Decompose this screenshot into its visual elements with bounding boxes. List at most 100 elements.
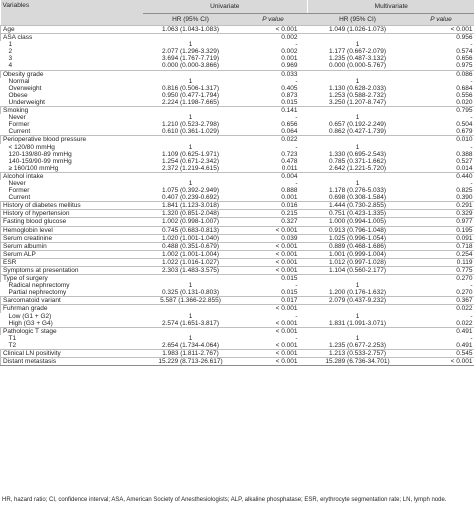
header-univariate-hr: HR (95% CI)	[142, 13, 239, 26]
univariate-p-cell: 0.478	[281, 157, 298, 165]
table-row: Clinical LN positivity 1.983 (1.811-2.767…	[0, 349, 474, 358]
univariate-p-cell: < 0.001	[238, 225, 308, 235]
univariate-p-cell: -	[295, 312, 298, 320]
univariate-p-cell: 0.327	[238, 217, 308, 227]
table-row: Distant metastasis 15.229 (8.713-26.617) <…	[0, 357, 474, 367]
variable-cell: Partial nephrectomy	[8, 289, 67, 297]
univariate-hr-cell: 1.075 (0.392-2.949)	[161, 187, 220, 195]
multivariate-p-cell: 0.679	[456, 128, 473, 136]
table-row: ASA class 0.002 0.956	[0, 33, 474, 42]
variable-cell: 1	[8, 41, 13, 49]
multivariate-hr-cell: 1.178 (0.276-5.033)	[328, 187, 387, 195]
univariate-hr-cell	[142, 274, 239, 283]
multivariate-hr-cell: 1.104 (0.560-2.177)	[307, 265, 408, 275]
univariate-p-cell: < 0.001	[275, 341, 298, 349]
univariate-p-cell: 0.064	[281, 128, 298, 136]
univariate-p-cell: < 0.001	[238, 304, 308, 313]
univariate-hr-cell	[142, 69, 239, 78]
variable-cell: Serum ALP	[0, 249, 143, 259]
variable-cell: Never	[8, 179, 26, 187]
multivariate-hr-cell	[307, 69, 408, 78]
multivariate-hr-cell: 1	[355, 41, 360, 49]
table-row: Serum albumin 0.488 (0.351-0.679) < 0.001 0…	[0, 241, 474, 251]
variable-cell: Hemoglobin level	[0, 225, 143, 235]
multivariate-p-cell: 0.656	[456, 55, 473, 63]
univariate-p-cell: < 0.001	[238, 349, 308, 358]
univariate-hr-cell: 5.587 (1.366-22.855)	[142, 296, 239, 305]
table-row: 3 3.694 (1.767-7.719) 0.001 1.235 (0.487-3.…	[1, 55, 474, 62]
multivariate-p-cell: 0.491	[407, 326, 474, 335]
univariate-p-cell: 0.656	[281, 121, 298, 129]
variable-cell: Never	[8, 114, 26, 122]
table-row: Fuhrman grade < 0.001 0.022	[0, 304, 474, 313]
variable-cell: Current	[8, 194, 31, 202]
variable-cell: Sarcomatoid variant	[0, 296, 143, 305]
multivariate-hr-cell: 0.889 (0.468-1.686)	[307, 241, 408, 251]
table-row: Current 0.610 (0.361-1.029) 0.064 0.862 (0.…	[1, 128, 474, 136]
univariate-p-cell: < 0.001	[238, 24, 308, 34]
table-row: History of hypertension 1.320 (0.851-2.04…	[0, 209, 474, 218]
multivariate-p-cell: 0.014	[456, 164, 473, 172]
multivariate-hr-cell: 1.235 (0.677-2.253)	[328, 341, 387, 349]
univariate-hr-cell	[142, 135, 239, 144]
variable-cell: Overweight	[8, 84, 42, 92]
multivariate-hr-cell: 0.785 (0.371-1.662)	[328, 157, 387, 165]
univariate-p-cell: 0.873	[281, 91, 298, 99]
univariate-hr-cell: 1.841 (1.123-3.018)	[142, 201, 239, 210]
multivariate-p-cell: 0.022	[407, 304, 474, 313]
univariate-p-cell: 0.017	[238, 296, 308, 305]
variable-cell: History of hypertension	[0, 209, 143, 218]
univariate-p-cell: 0.723	[281, 150, 298, 158]
univariate-p-cell: -	[295, 179, 298, 187]
univariate-hr-cell: 0.745 (0.683-0.813)	[142, 225, 239, 235]
variable-cell: Alcohol intake	[0, 171, 143, 180]
table-row: Serum ALP 1.002 (1.001-1.004) < 0.001 1.001…	[0, 249, 474, 259]
multivariate-p-cell: 0.020	[456, 98, 473, 106]
univariate-hr-cell: 1.020 (1.001-1.040)	[142, 233, 239, 243]
multivariate-hr-cell: 0.862 (0.427-1.739)	[328, 128, 387, 136]
univariate-hr-cell: 1	[188, 179, 193, 187]
univariate-p-cell: -	[295, 77, 298, 85]
table-row: Overweight 0.816 (0.506-1.317) 0.405 1.130 …	[1, 85, 474, 92]
variable-cell: Smoking	[0, 106, 143, 115]
multivariate-p-cell: 0.086	[407, 69, 474, 78]
variable-cell: Obese	[8, 91, 28, 99]
multivariate-p-cell: 0.270	[407, 274, 474, 283]
multivariate-hr-cell: 1.049 (1.026-1.073)	[307, 24, 408, 34]
multivariate-p-cell: 0.825	[456, 187, 473, 195]
univariate-p-cell: < 0.001	[238, 265, 308, 275]
univariate-p-cell: -	[295, 282, 298, 290]
univariate-hr-cell	[142, 33, 239, 42]
multivariate-hr-cell: 1.130 (0.628-2.033)	[328, 84, 387, 92]
univariate-p-cell: 0.002	[238, 33, 308, 42]
multivariate-p-cell: 0.390	[456, 194, 473, 202]
multivariate-p-cell: 0.195	[407, 225, 474, 235]
multivariate-p-cell: 0.718	[407, 241, 474, 251]
multivariate-p-cell: -	[470, 114, 473, 122]
univariate-hr-cell: 1.983 (1.811-2.767)	[142, 349, 239, 358]
univariate-p-cell: -	[295, 334, 298, 342]
variable-cell: Obesity grade	[0, 69, 143, 78]
multivariate-hr-cell	[307, 326, 408, 335]
variable-cell: T1	[8, 334, 17, 342]
table-row: Never 1 - 1 -	[1, 180, 474, 187]
multivariate-p-cell: 0.010	[407, 135, 474, 144]
univariate-p-cell: 0.969	[281, 62, 298, 70]
univariate-hr-cell: 0.816 (0.506-1.317)	[161, 84, 220, 92]
univariate-hr-cell: 0.610 (0.361-1.029)	[161, 128, 220, 136]
header-univariate: Univariate	[142, 0, 308, 14]
multivariate-hr-cell	[307, 135, 408, 144]
table-row: < 120/80 mmHg 1 - 1 -	[1, 144, 474, 151]
multivariate-hr-cell: 3.250 (1.207-8.747)	[328, 98, 387, 106]
multivariate-hr-cell: 1.012 (0.997-1.028)	[307, 257, 408, 267]
variable-cell: Serum albumin	[0, 241, 143, 251]
univariate-hr-cell: 0.950 (0.477-1.794)	[161, 91, 220, 99]
table-row: History of diabetes mellitus 1.841 (1.123…	[0, 201, 474, 210]
multivariate-p-cell: 0.795	[407, 106, 474, 115]
table-row: Normal 1 - 1 -	[1, 78, 474, 85]
multivariate-p-cell: 0.291	[407, 201, 474, 210]
table-row: 140-159/90-99 mmHg 1.254 (0.671-2.342) 0.4…	[1, 158, 474, 165]
multivariate-hr-cell: 1.831 (1.091-3.071)	[328, 319, 387, 327]
univariate-p-cell: -	[295, 41, 298, 49]
table-row: Fasting blood glucose 1.002 (0.998-1.007)…	[0, 217, 474, 227]
